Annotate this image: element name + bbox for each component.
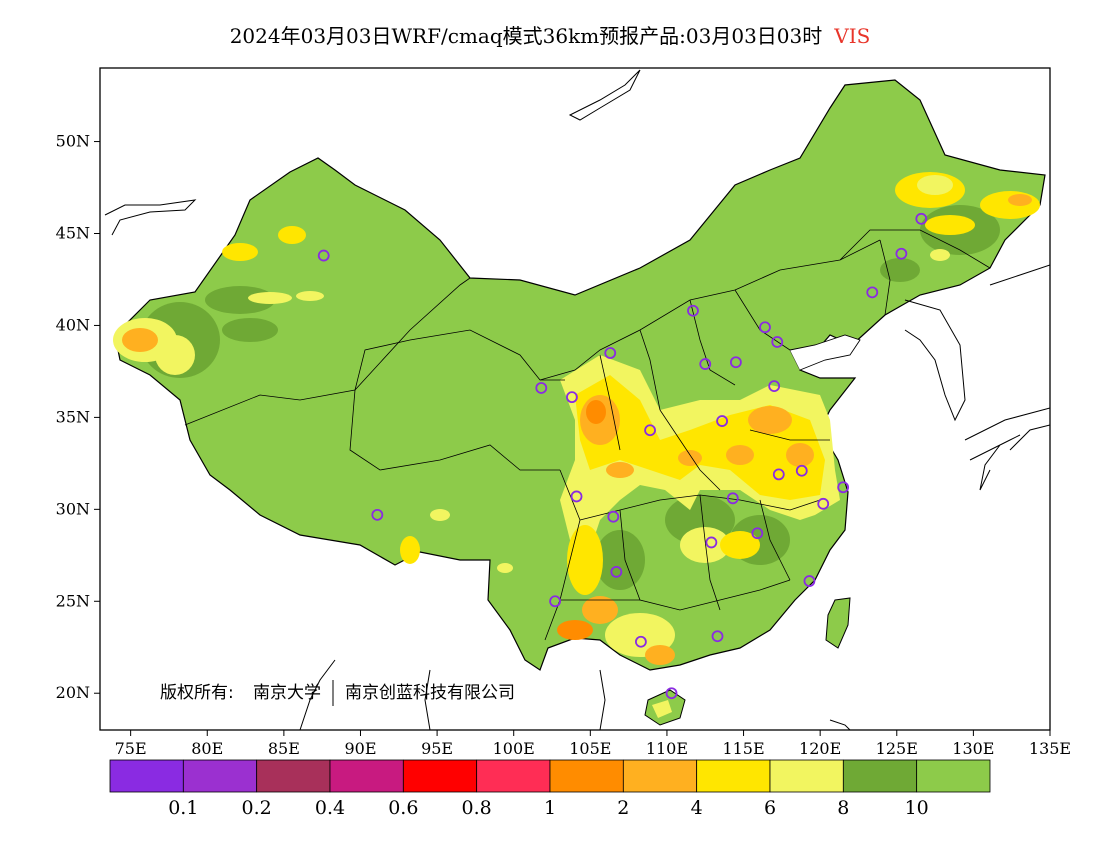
station-marker	[644, 424, 656, 437]
colorbar: 0.1 0.2 0.4 0.6 0.8 1 2 4 6 8 10	[109, 759, 991, 819]
station-marker	[371, 508, 384, 521]
station-marker	[751, 527, 764, 540]
station-marker	[772, 468, 785, 481]
lat-tick-label: 50N	[56, 132, 90, 151]
station-marker	[535, 382, 548, 394]
neighbor-coastlines	[104, 69, 1050, 730]
lon-tick-label: 120E	[799, 739, 841, 758]
station-marker	[895, 247, 908, 260]
station-marker	[604, 347, 617, 359]
latitude-axis: 20N 25N 30N 35N 40N 45N 50N	[56, 132, 100, 702]
station-marker	[607, 510, 620, 523]
station-marker	[795, 464, 808, 477]
colorbar-swatch	[622, 759, 698, 793]
colorbar-swatch	[549, 759, 624, 793]
colorbar-label: 2	[617, 797, 629, 819]
station-marker	[705, 536, 718, 549]
taiwan-island	[825, 597, 851, 649]
station-marker	[771, 336, 784, 348]
station-marker	[610, 565, 623, 578]
title-variable: VIS	[834, 24, 871, 48]
station-marker	[803, 575, 816, 587]
colorbar-swatch	[696, 759, 771, 793]
lon-tick-label: 95E	[421, 739, 453, 758]
copyright-org1: 南京大学	[253, 683, 321, 703]
colorbar-label: 0.8	[462, 797, 492, 819]
lon-tick-label: 110E	[646, 739, 688, 758]
colorbar-label: 10	[905, 797, 929, 819]
lon-tick-label: 130E	[952, 739, 994, 758]
lat-tick-label: 25N	[56, 591, 90, 610]
colorbar-swatch	[769, 759, 844, 793]
station-marker	[549, 595, 561, 608]
station-marker	[665, 687, 678, 700]
colorbar-swatch	[476, 759, 551, 793]
map-frame	[99, 67, 1051, 731]
lat-tick-label: 40N	[56, 315, 90, 334]
station-marker	[570, 490, 583, 503]
station-marker	[566, 391, 578, 404]
colorbar-label: 0.1	[168, 797, 198, 819]
lon-tick-label: 80E	[191, 739, 223, 758]
colorbar-swatch	[182, 759, 258, 793]
title-main: 2024年03月03日WRF/cmaq模式36km预报产品:03月03日03时	[229, 24, 823, 48]
station-marker	[687, 304, 699, 317]
map-area	[104, 69, 1050, 730]
lon-tick-label: 105E	[569, 739, 611, 758]
colorbar-swatch	[256, 759, 331, 793]
colorbar-label: 6	[764, 797, 776, 819]
lat-tick-label: 45N	[56, 224, 90, 243]
station-marker	[768, 380, 781, 393]
lat-tick-label: 20N	[56, 683, 90, 702]
station-marker	[699, 358, 712, 370]
colorbar-swatch	[916, 759, 991, 793]
colorbar-label: 8	[837, 797, 849, 819]
lon-tick-label: 115E	[722, 739, 764, 758]
colorbar-label: 0.2	[242, 797, 272, 819]
copyright-owner: 版权所有:	[160, 683, 234, 703]
colorbar-swatch	[109, 759, 184, 793]
colorbar-label: 0.4	[315, 797, 345, 819]
copyright-org2: 南京创蓝科技有限公司	[345, 683, 515, 703]
station-marker	[634, 635, 647, 648]
lon-tick-label: 75E	[115, 739, 147, 758]
lon-tick-label: 135E	[1029, 739, 1071, 758]
station-marker	[817, 497, 830, 510]
colorbar-swatch	[842, 759, 918, 793]
station-marker	[716, 415, 728, 427]
lon-tick-label: 85E	[268, 739, 300, 758]
province-borders	[184, 229, 991, 641]
colorbar-label: 4	[691, 797, 703, 819]
station-marker	[837, 481, 850, 494]
station-marker	[726, 492, 739, 505]
low-visibility-zones	[113, 172, 1040, 665]
station-marker	[915, 212, 928, 225]
copyright-block: 版权所有: 南京大学 南京创蓝科技有限公司	[160, 680, 515, 706]
station-marker	[729, 356, 742, 369]
longitude-axis: 75E 80E 85E 90E 95E 100E 105E 110E 115E 120E 125E 1…	[115, 730, 1071, 758]
map-title: 2024年03月03日WRF/cmaq模式36km预报产品:03月03日03时 V…	[0, 20, 1100, 49]
colorbar-label: 0.6	[388, 797, 418, 819]
station-marker	[317, 249, 330, 262]
lon-tick-label: 100E	[493, 739, 535, 758]
lon-tick-label: 125E	[876, 739, 918, 758]
station-markers	[317, 212, 928, 700]
colorbar-label: 1	[544, 797, 556, 819]
colorbar-swatch	[402, 759, 478, 793]
station-marker	[866, 286, 879, 299]
lat-tick-label: 35N	[56, 407, 90, 426]
station-marker	[711, 630, 724, 643]
lat-tick-label: 30N	[56, 499, 90, 518]
lon-tick-label: 90E	[344, 739, 376, 758]
station-marker	[759, 321, 771, 334]
colorbar-swatch	[329, 759, 404, 793]
